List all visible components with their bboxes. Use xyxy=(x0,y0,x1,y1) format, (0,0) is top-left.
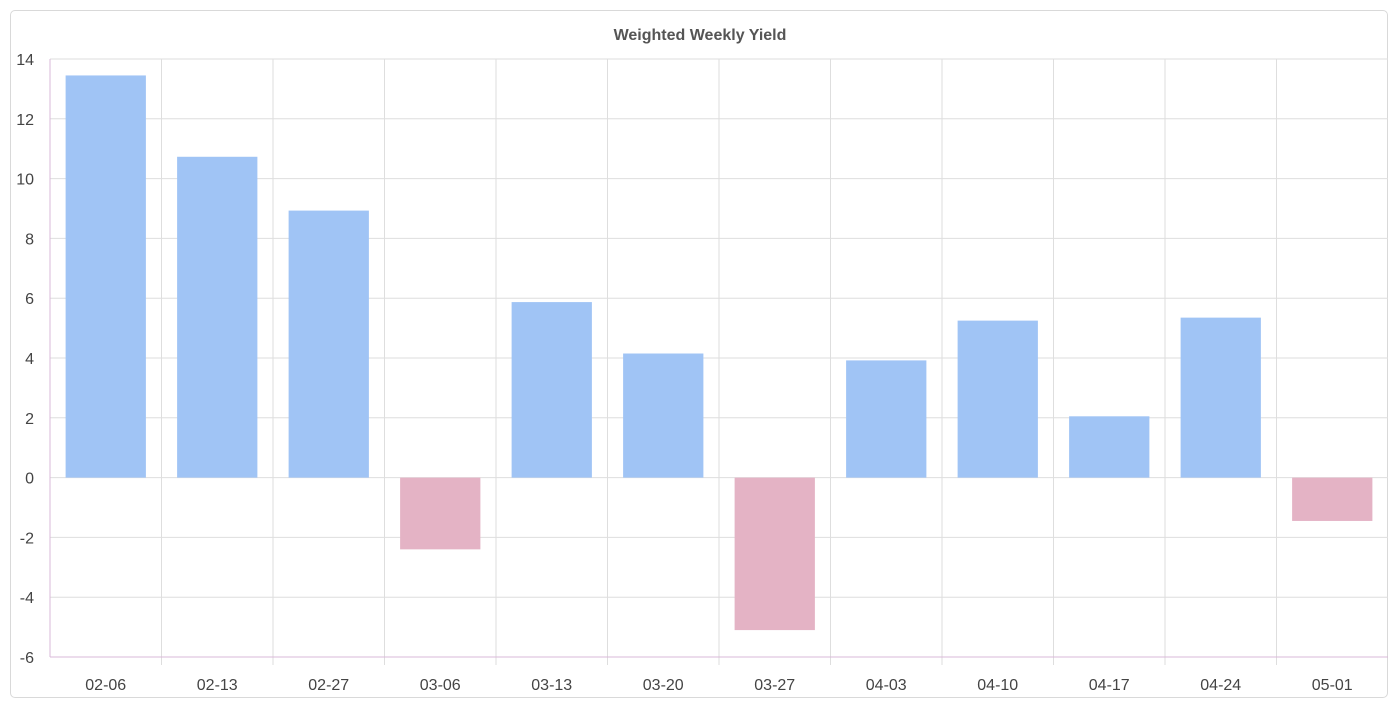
x-tick-label: 02-27 xyxy=(308,677,349,694)
chart-title: Weighted Weekly Yield xyxy=(614,27,787,44)
x-tick-label: 04-03 xyxy=(866,677,907,694)
bar-03-20 xyxy=(623,353,704,478)
axes xyxy=(49,59,1388,665)
bar-03-13 xyxy=(511,302,592,478)
bar-02-06 xyxy=(65,75,146,478)
y-tick-label: 4 xyxy=(25,351,34,368)
bar-03-06 xyxy=(400,477,481,550)
x-tick-label: 03-20 xyxy=(643,677,684,694)
x-tick-label: 03-27 xyxy=(754,677,795,694)
y-tick-label: -4 xyxy=(20,590,34,607)
y-tick-label: 14 xyxy=(16,52,34,69)
bar-03-27 xyxy=(734,477,815,631)
x-tick-label: 03-06 xyxy=(420,677,461,694)
bar-05-01 xyxy=(1292,477,1373,521)
y-tick-label: 10 xyxy=(16,172,34,189)
y-tick-label: 6 xyxy=(25,291,34,308)
y-tick-label: 12 xyxy=(16,112,34,129)
x-tick-label: 04-17 xyxy=(1089,677,1130,694)
x-tick-label: 02-13 xyxy=(197,677,238,694)
x-tick-label: 02-06 xyxy=(85,677,126,694)
y-axis-ticks: 14 12 10 8 6 4 2 0 -2 -4 -6 xyxy=(16,52,34,667)
x-tick-label: 05-01 xyxy=(1312,677,1353,694)
y-tick-label: -6 xyxy=(20,650,34,667)
bar-04-03 xyxy=(846,360,927,478)
bar-04-24 xyxy=(1180,317,1261,478)
bar-04-10 xyxy=(957,320,1038,478)
x-tick-label: 04-10 xyxy=(977,677,1018,694)
bar-04-17 xyxy=(1069,416,1150,478)
x-tick-label: 03-13 xyxy=(531,677,572,694)
grid xyxy=(50,58,1388,658)
x-axis-ticks: 02-06 02-13 02-27 03-06 03-13 03-20 03-27 04-03… xyxy=(85,677,1353,694)
y-tick-label: -2 xyxy=(20,530,34,547)
bar-02-13 xyxy=(177,156,258,478)
bars xyxy=(65,75,1373,631)
bar-02-27 xyxy=(288,210,369,478)
y-tick-label: 2 xyxy=(25,411,34,428)
y-tick-label: 8 xyxy=(25,231,34,248)
x-tick-label: 04-24 xyxy=(1200,677,1241,694)
y-tick-label: 0 xyxy=(25,471,34,488)
